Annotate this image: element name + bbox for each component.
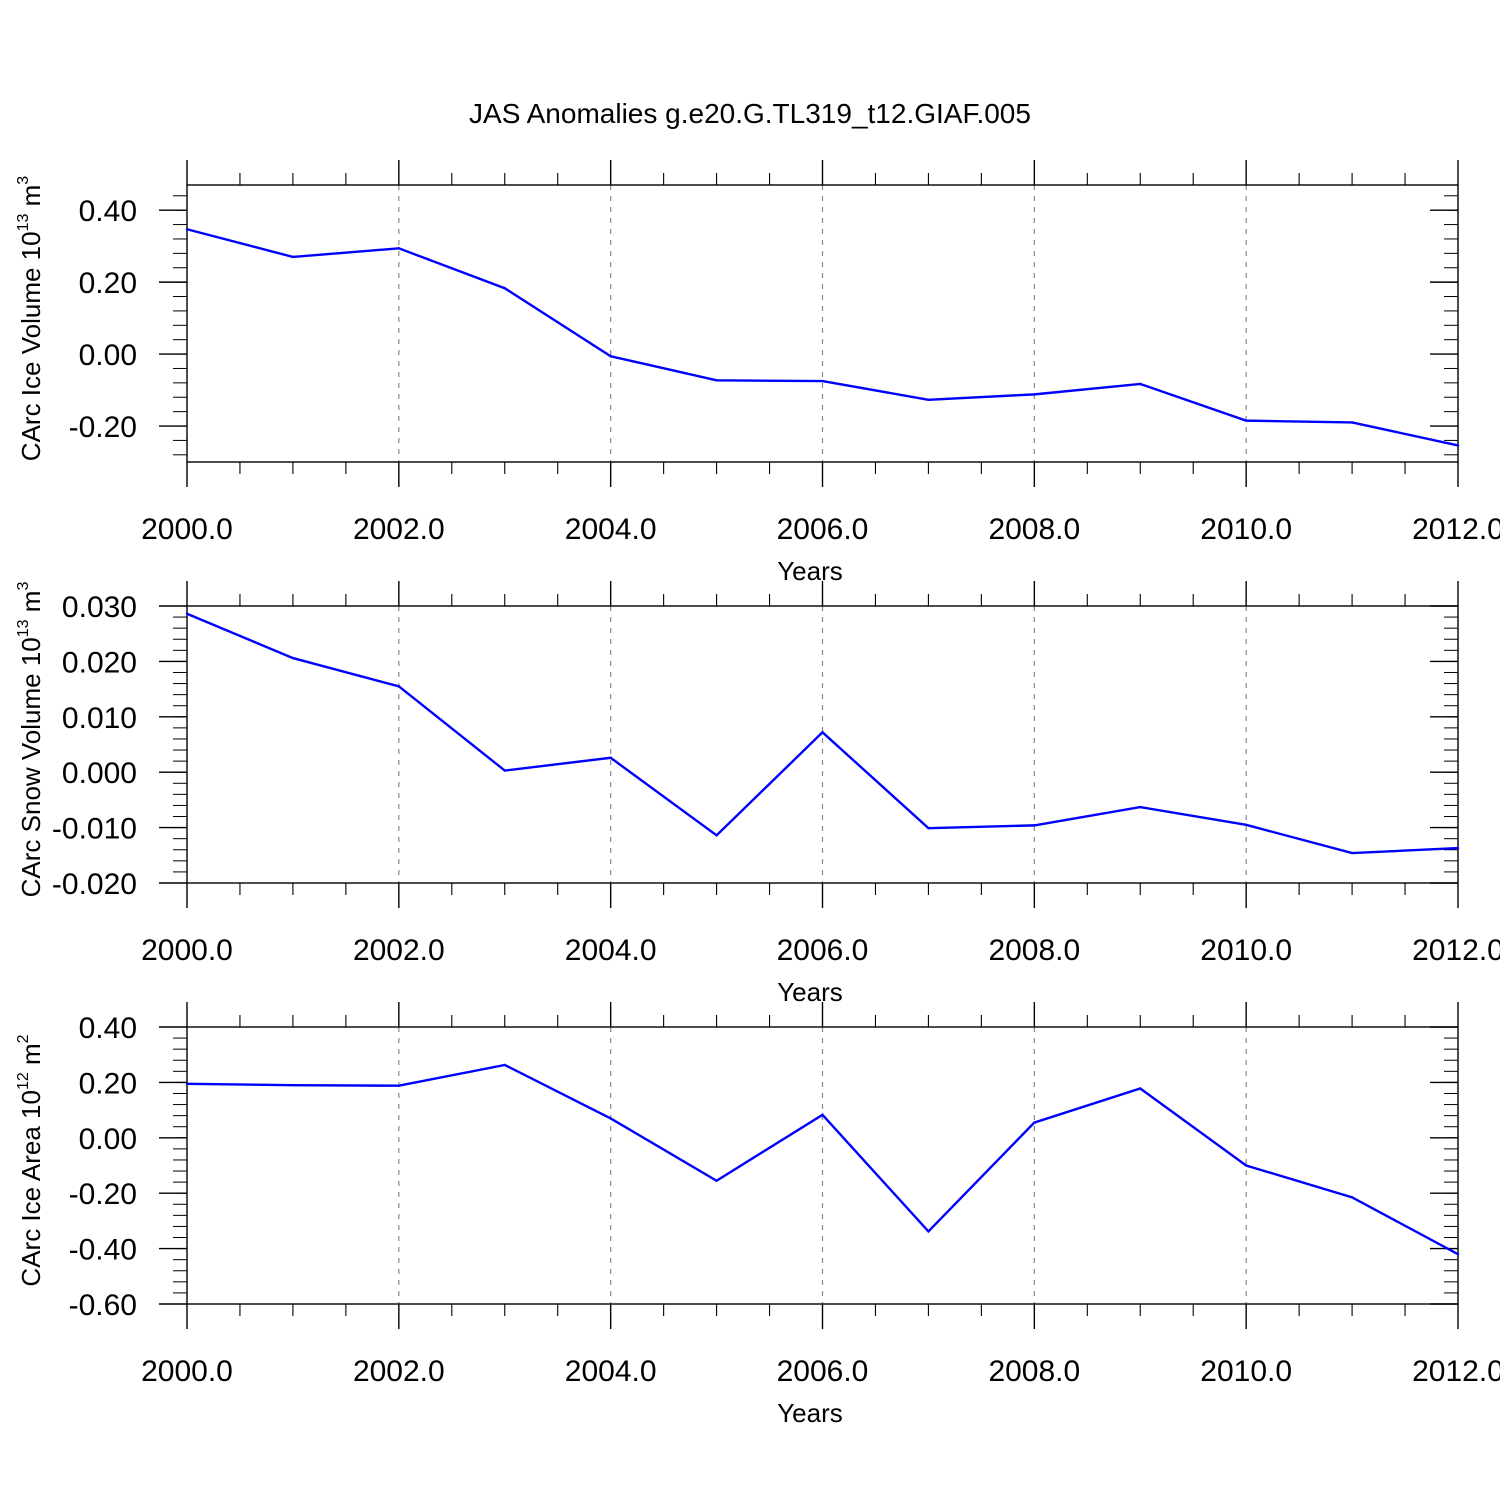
y-tick-label: 0.010 <box>62 702 137 735</box>
figure-title: JAS Anomalies g.e20.G.TL319_t12.GIAF.005 <box>469 98 1031 129</box>
x-tick-label: 2012.0 <box>1412 1355 1500 1388</box>
data-point <box>1139 382 1142 386</box>
y-tick-label: -0.60 <box>69 1289 137 1322</box>
x-tick-label: 2010.0 <box>1200 934 1292 967</box>
x-tick-label: 2012.0 <box>1412 513 1500 546</box>
y-axis-title: CArc Snow Volume 1013 m3 <box>15 582 46 898</box>
y-tick-label: 0.00 <box>79 1123 137 1156</box>
x-tick-label: 2004.0 <box>565 513 657 546</box>
data-point <box>1350 421 1354 424</box>
panel-ice-area: 2000.0 2002.0 2004.0 2006.0 2008.0 2010.0 2012… <box>15 1002 1500 1428</box>
data-point <box>503 769 506 772</box>
x-tick-label: 2002.0 <box>353 513 445 546</box>
y-tick-label: -0.20 <box>69 411 137 444</box>
y-tick-label: -0.010 <box>52 813 137 846</box>
y-tick-label: 0.40 <box>79 195 137 228</box>
y-tick-label: -0.020 <box>52 868 137 901</box>
data-point <box>185 612 189 615</box>
data-point <box>821 731 824 734</box>
data-point <box>609 1117 612 1120</box>
data-point <box>927 826 930 830</box>
data-point <box>397 1084 401 1087</box>
y-tick-label: 0.020 <box>62 646 137 679</box>
data-point <box>609 756 612 759</box>
x-tick-label: 2002.0 <box>353 1355 445 1388</box>
panel-ice-volume: 2000.0 2002.0 2004.0 2006.0 2008.0 2010.0 2012… <box>15 160 1500 586</box>
data-point <box>1033 1121 1036 1124</box>
y-tick-label: 0.40 <box>79 1012 137 1045</box>
x-tick-label: 2006.0 <box>777 513 869 546</box>
x-tick-label: 2000.0 <box>141 513 233 546</box>
panel-snow-volume: 2000.0 2002.0 2004.0 2006.0 2008.0 2010.0 2012… <box>15 581 1500 1007</box>
y-tick-label: 0.000 <box>62 757 137 790</box>
data-point <box>1350 1196 1354 1199</box>
data-point <box>1456 846 1460 850</box>
data-point <box>1456 1252 1460 1256</box>
x-axis-title: Years <box>777 1398 843 1428</box>
data-point <box>1033 824 1036 827</box>
data-point <box>185 1082 189 1085</box>
data-point <box>1139 1087 1142 1090</box>
data-point <box>291 255 295 259</box>
y-tick-label: -0.40 <box>69 1234 137 1267</box>
x-tick-label: 2008.0 <box>988 934 1080 967</box>
data-point <box>821 1113 824 1117</box>
data-point <box>715 379 718 382</box>
y-axis-title: CArc Ice Area 1012 m2 <box>15 1034 46 1286</box>
x-tick-label: 2010.0 <box>1200 513 1292 546</box>
data-point <box>715 1179 718 1182</box>
y-tick-label: 0.030 <box>62 591 137 624</box>
data-point <box>291 1083 295 1087</box>
y-tick-label: 0.20 <box>79 267 137 300</box>
data-point <box>609 355 612 358</box>
data-point <box>291 656 295 660</box>
y-axis-title: CArc Ice Volume 1013 m3 <box>15 176 46 461</box>
data-point <box>1350 851 1354 855</box>
data-point <box>1139 805 1142 809</box>
data-point <box>1456 444 1460 447</box>
data-point <box>185 228 189 231</box>
x-tick-label: 2000.0 <box>141 1355 233 1388</box>
panels: 2000.0 2002.0 2004.0 2006.0 2008.0 2010.0 2012… <box>15 160 1500 1428</box>
y-tick-label: 0.00 <box>79 339 137 372</box>
x-tick-label: 2010.0 <box>1200 1355 1292 1388</box>
x-tick-label: 2006.0 <box>777 1355 869 1388</box>
data-point <box>503 287 506 290</box>
data-point <box>927 1230 930 1233</box>
x-tick-label: 2000.0 <box>141 934 233 967</box>
data-point <box>1033 393 1036 396</box>
data-point <box>397 247 401 250</box>
y-tick-label: 0.20 <box>79 1067 137 1100</box>
x-axis-title: Years <box>777 977 843 1007</box>
x-tick-label: 2004.0 <box>565 1355 657 1388</box>
data-point <box>1244 1164 1248 1167</box>
data-point <box>397 685 401 688</box>
data-point <box>503 1063 506 1067</box>
data-point <box>821 379 824 383</box>
x-tick-label: 2002.0 <box>353 934 445 967</box>
data-point <box>715 834 718 837</box>
data-point <box>1244 419 1248 422</box>
x-tick-label: 2012.0 <box>1412 934 1500 967</box>
x-tick-label: 2006.0 <box>777 934 869 967</box>
x-tick-label: 2008.0 <box>988 513 1080 546</box>
data-point <box>1244 823 1248 827</box>
x-tick-label: 2008.0 <box>988 1355 1080 1388</box>
x-tick-label: 2004.0 <box>565 934 657 967</box>
y-tick-label: -0.20 <box>69 1178 137 1211</box>
x-axis-title: Years <box>777 556 843 586</box>
data-point <box>927 398 930 401</box>
series-line <box>186 228 1459 447</box>
